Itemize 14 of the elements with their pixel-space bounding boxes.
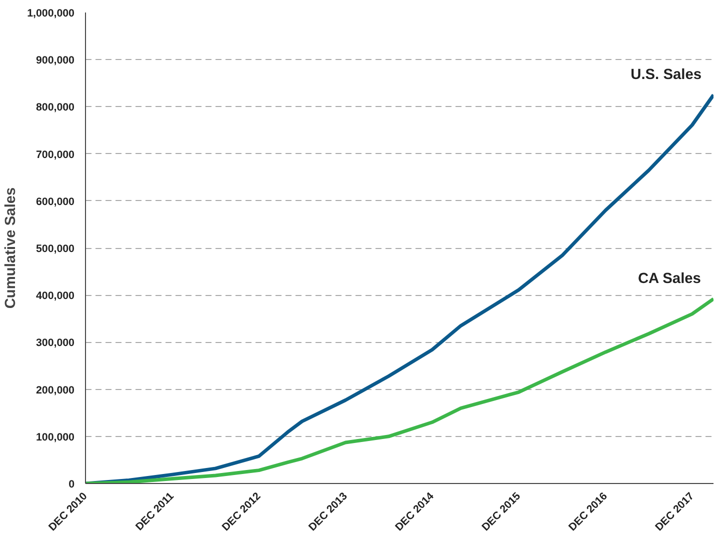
y-tick-label: 100,000	[36, 431, 75, 444]
y-tick-label: 0	[68, 478, 75, 490]
y-tick-label: 1,000,000	[27, 8, 75, 20]
series-label: CA Sales	[638, 270, 701, 287]
y-tick-label: 900,000	[36, 54, 75, 67]
y-tick-label: 200,000	[36, 384, 75, 396]
y-tick-label: 700,000	[36, 148, 75, 161]
y-tick-label: 500,000	[36, 243, 75, 255]
y-tick-label: 400,000	[36, 290, 75, 302]
series-label: U.S. Sales	[630, 66, 702, 83]
y-tick-label: 800,000	[36, 102, 75, 114]
y-tick-label: 300,000	[36, 337, 75, 350]
y-tick-label: 600,000	[36, 196, 75, 208]
y-axis-title: Cumulative Sales	[3, 187, 20, 309]
